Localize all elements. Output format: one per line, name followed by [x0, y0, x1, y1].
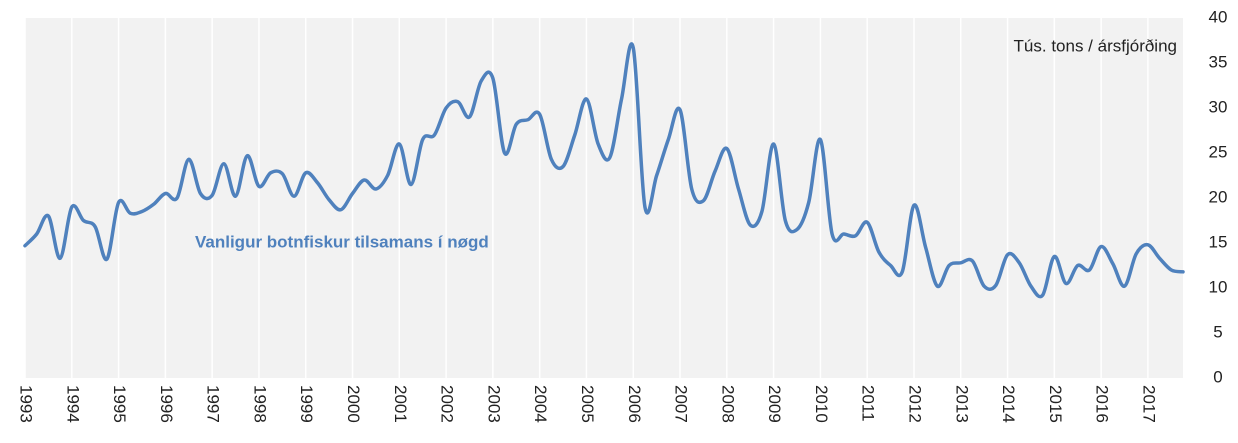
x-tick-label: 2010 — [812, 385, 831, 423]
y-tick-label: 20 — [1209, 187, 1228, 206]
x-tick-label: 1996 — [157, 385, 176, 423]
x-tick-label: 2015 — [1046, 385, 1065, 423]
x-tick-label: 2000 — [344, 385, 363, 423]
x-tick-label: 1999 — [297, 385, 316, 423]
x-tick-label: 2009 — [765, 385, 784, 423]
y-tick-label: 15 — [1209, 232, 1228, 251]
y-tick-label: 0 — [1213, 367, 1222, 386]
x-tick-label: 1994 — [63, 385, 82, 423]
unit-annotation: Tús. tons / ársfjórðing — [1014, 36, 1177, 55]
x-tick-label: 2012 — [905, 385, 924, 423]
x-tick-label: 1993 — [17, 385, 36, 423]
series-line — [23, 42, 1185, 299]
x-tick-label: 2011 — [859, 385, 878, 422]
y-tick-label: 40 — [1209, 7, 1228, 26]
series-label: Vanligur botnfiskur tilsamans í nøgd — [195, 232, 489, 251]
y-tick-label: 35 — [1209, 52, 1228, 71]
x-tick-label: 2002 — [438, 385, 457, 423]
y-tick-label: 5 — [1213, 322, 1222, 341]
x-tick-label: 1998 — [250, 385, 269, 423]
x-tick-label: 2014 — [999, 385, 1018, 423]
x-tick-label: 2007 — [672, 385, 691, 423]
x-tick-label: 2004 — [531, 385, 550, 423]
y-tick-label: 25 — [1209, 142, 1228, 161]
plot-background — [25, 18, 1183, 378]
x-tick-label: 2013 — [952, 385, 971, 423]
x-tick-label: 2001 — [391, 385, 410, 423]
y-tick-label: 30 — [1209, 97, 1228, 116]
x-tick-label: 2006 — [625, 385, 644, 423]
x-tick-label: 1997 — [204, 385, 223, 423]
y-tick-label: 10 — [1209, 277, 1228, 296]
x-tick-label: 2005 — [578, 385, 597, 423]
x-tick-label: 2008 — [718, 385, 737, 423]
x-tick-label: 2016 — [1093, 385, 1112, 423]
x-tick-label: 2017 — [1139, 385, 1158, 423]
x-tick-label: 1995 — [110, 385, 129, 423]
x-tick-label: 2003 — [484, 385, 503, 423]
